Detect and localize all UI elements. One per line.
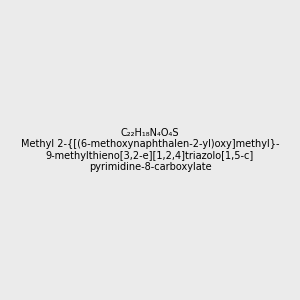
- Text: C₂₂H₁₈N₄O₄S
Methyl 2-{[(6-methoxynaphthalen-2-yl)oxy]methyl}-
9-methylthieno[3,2: C₂₂H₁₈N₄O₄S Methyl 2-{[(6-methoxynaphtha…: [21, 128, 279, 172]
